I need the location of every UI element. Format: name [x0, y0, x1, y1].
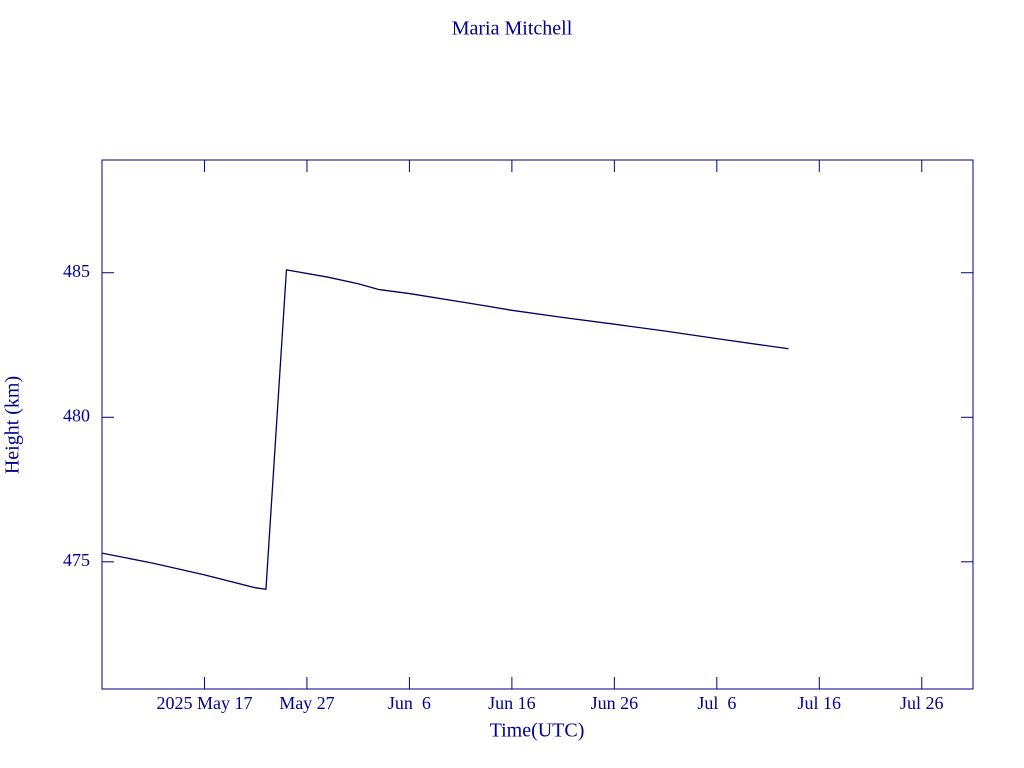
plot-frame	[101, 159, 974, 690]
x-tick-label: Jun 26	[591, 693, 639, 713]
chart-title: Maria Mitchell	[452, 18, 573, 40]
x-tick-label: Jul 6	[697, 693, 736, 713]
x-tick-label: Jul 16	[798, 693, 842, 713]
y-tick-label: 480	[63, 405, 90, 425]
x-tick-label: Jun 6	[388, 693, 431, 713]
x-tick-label: Jul 26	[900, 693, 944, 713]
x-tick-label: Jun 16	[488, 693, 536, 713]
x-tick-label: 2025 May 17	[156, 693, 252, 713]
x-tick-label: May 27	[279, 693, 335, 713]
y-tick-label: 485	[63, 261, 90, 281]
y-tick-label: 475	[63, 550, 90, 570]
y-axis-label: Height (km)	[2, 376, 24, 474]
x-axis-label: Time(UTC)	[490, 720, 585, 742]
data-line	[101, 269, 789, 591]
